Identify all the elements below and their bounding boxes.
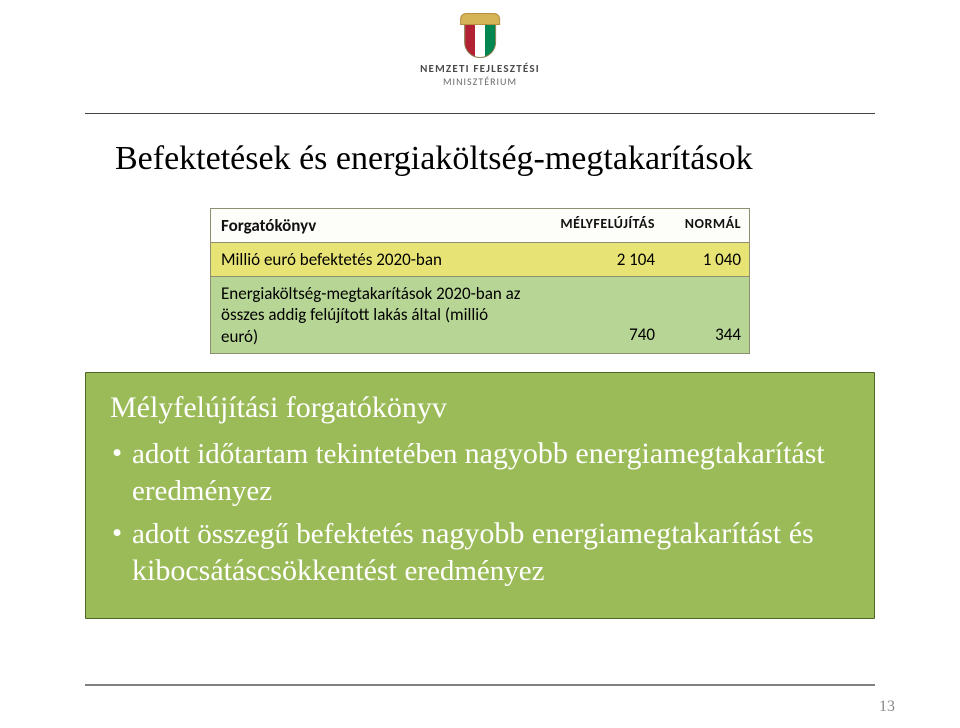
col-header-scenario: Forgatókönyv	[211, 209, 531, 242]
ministry-name-line2: MINISZTÉRIUM	[420, 75, 540, 88]
cell-value: 2 104	[531, 243, 661, 276]
ministry-name-line1: NEMZETI FEJLESZTÉSI	[420, 62, 540, 75]
slide-title: Befektetések és energiaköltség-megtakarí…	[115, 140, 753, 178]
cell-value: 1 040	[661, 243, 749, 276]
page-number: 13	[879, 698, 895, 716]
col-header-deep: MÉLYFELÚJÍTÁS	[531, 209, 661, 242]
bullet-suffix: eredményez	[132, 475, 272, 507]
ministry-logo: NEMZETI FEJLESZTÉSI MINISZTÉRIUM	[420, 18, 540, 88]
header-rule	[85, 113, 875, 114]
footer-rule	[85, 684, 875, 686]
callout-bullet: adott összegű befektetés nagyobb energia…	[110, 515, 850, 590]
row-label: Energiaköltség-megtakarítások 2020-ban a…	[211, 277, 531, 353]
bullet-prefix: adott összegű befektetés	[132, 518, 421, 550]
table-header-row: Forgatókönyv MÉLYFELÚJÍTÁS NORMÁL	[211, 209, 749, 243]
callout-title: Mélyfelújítási forgatókönyv	[110, 391, 850, 425]
cell-value: 740	[531, 277, 661, 353]
callout-bullet: adott időtartam tekintetében nagyobb ene…	[110, 435, 850, 509]
bullet-emphasis: nagyobb energiamegtakarítást	[465, 437, 825, 470]
col-header-normal: NORMÁL	[661, 209, 749, 242]
callout-bullet-list: adott időtartam tekintetében nagyobb ene…	[110, 435, 850, 590]
table-row: Millió euró befektetés 2020-ban 2 104 1 …	[211, 243, 749, 277]
deep-renovation-callout: Mélyfelújítási forgatókönyv adott időtar…	[85, 372, 875, 619]
hungary-crest-icon	[464, 18, 496, 58]
table-row: Energiaköltség-megtakarítások 2020-ban a…	[211, 277, 749, 353]
bullet-prefix: adott időtartam tekintetében	[132, 438, 465, 470]
row-label: Millió euró befektetés 2020-ban	[211, 243, 531, 276]
cell-value: 344	[661, 277, 749, 353]
bullet-suffix: eredményez	[404, 555, 544, 587]
investment-table: Forgatókönyv MÉLYFELÚJÍTÁS NORMÁL Millió…	[210, 208, 750, 354]
